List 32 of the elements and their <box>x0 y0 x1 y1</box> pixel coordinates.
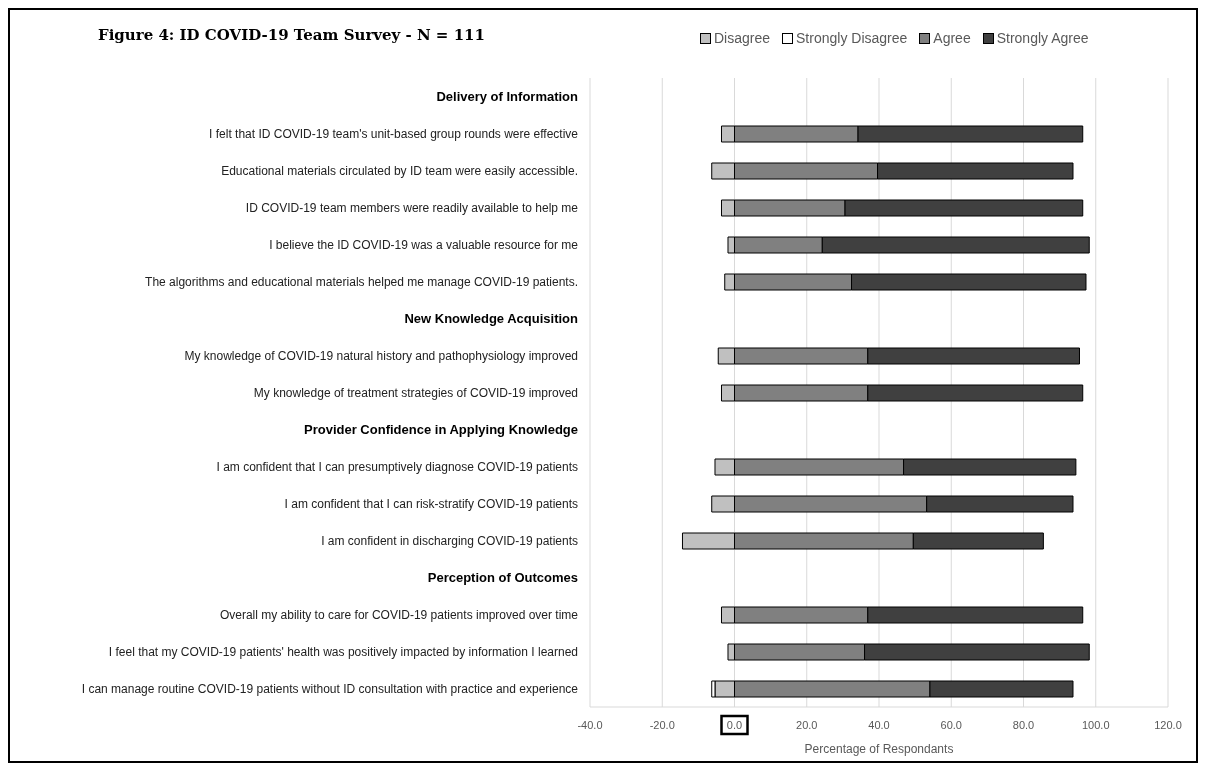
legend-label: Disagree <box>713 30 771 46</box>
legend-label: Strongly Disagree <box>795 30 908 46</box>
y-tick-label: The algorithms and educational materials helped me manage COVID-19 patients. <box>145 274 578 289</box>
y-tick-label: Perception of Outcomes <box>427 569 578 585</box>
y-tick-label: I am confident that I can risk-stratify COVID-19 patients <box>284 496 578 511</box>
x-tick-label: 120.0 <box>1154 719 1182 731</box>
legend-label: Strongly Agree <box>995 30 1089 46</box>
y-tick-label: ID COVID-19 team members were readily available to help me <box>245 200 579 215</box>
x-tick-label: 0.0 <box>726 719 743 731</box>
x-tick-label: 40.0 <box>868 719 890 731</box>
y-tick-label: Educational materials circulated by ID team were easily accessible. <box>221 163 578 178</box>
x-tick-label: -20.0 <box>649 719 675 731</box>
x-tick-label: 100.0 <box>1081 719 1110 731</box>
y-tick-label: My knowledge of COVID-19 natural history and pathophysiology improved <box>184 348 578 363</box>
x-tick-label: 20.0 <box>796 719 818 731</box>
y-tick-label: I feel that my COVID-19 patients' health was positively impacted by information I learned <box>108 644 578 659</box>
y-tick-label: I believe the ID COVID-19 was a valuable resource for me <box>269 237 579 252</box>
y-tick-label: My knowledge of treatment strategies of COVID-19 improved <box>253 385 578 400</box>
x-tick-label: 60.0 <box>940 719 962 731</box>
y-tick-label: Provider Confidence in Applying Knowledge <box>304 421 578 437</box>
y-tick-label: Overall my ability to care for COVID-19 patients improved over time <box>219 607 579 622</box>
y-tick-label: I can manage routine COVID-19 patients without ID consultation with practice and experience <box>81 681 579 696</box>
x-axis-title: Percentage of Respondants <box>804 742 954 756</box>
y-tick-label: Delivery of Information <box>436 88 579 104</box>
y-tick-label: I felt that ID COVID-19 team's unit-based group rounds were effective <box>209 126 579 141</box>
legend-label: Agree <box>932 30 971 46</box>
x-tick-label: -40.0 <box>577 719 603 731</box>
y-tick-label: I am confident in discharging COVID-19 patients <box>321 533 578 548</box>
y-tick-label: New Knowledge Acquisition <box>404 310 579 326</box>
x-tick-label: 80.0 <box>1012 719 1035 731</box>
y-tick-label: I am confident that I can presumptively diagnose COVID-19 patients <box>216 459 578 474</box>
text: Figure 4: ID COVID-19 Team Survey - N = 111 <box>98 26 485 44</box>
